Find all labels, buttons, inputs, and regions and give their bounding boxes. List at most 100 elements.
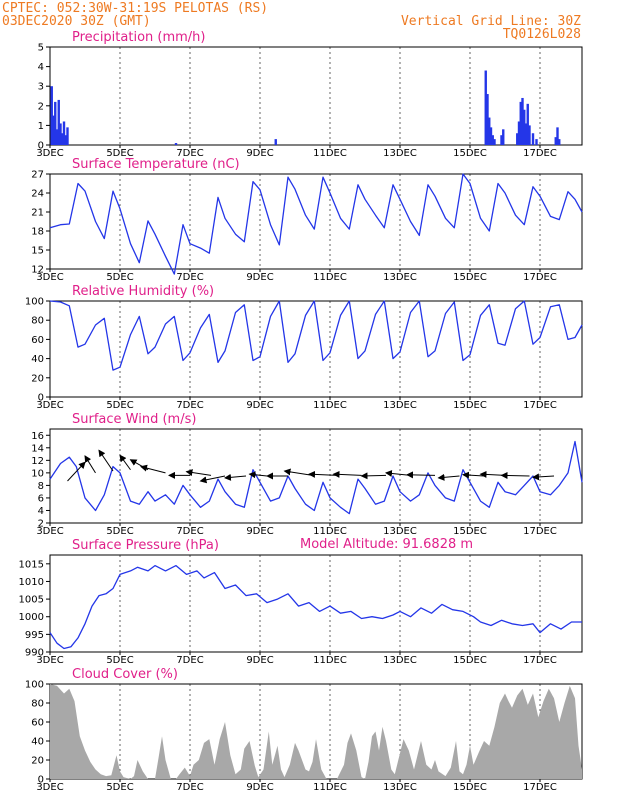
x-tick-label: 3DEC xyxy=(36,148,63,159)
x-tick-label: 7DEC xyxy=(176,272,203,283)
wind-vector xyxy=(98,449,114,472)
y-tick-label: 5 xyxy=(38,43,44,54)
y-tick-label: 10 xyxy=(31,468,44,479)
wind-vector xyxy=(283,468,313,476)
x-tick-label: 17DEC xyxy=(523,526,557,537)
precip-bar xyxy=(528,125,531,145)
y-tick-label: 18 xyxy=(31,227,44,238)
x-tick-label: 15DEC xyxy=(453,526,487,537)
y-tick-label: 1015 xyxy=(19,559,44,570)
x-tick-label: 17DEC xyxy=(523,272,557,283)
x-tick-label: 9DEC xyxy=(246,526,273,537)
wind-vector xyxy=(332,470,362,478)
x-tick-label: 7DEC xyxy=(176,526,203,537)
x-tick-label: 11DEC xyxy=(313,782,347,793)
y-tick-label: 27 xyxy=(31,170,44,181)
precip-bar xyxy=(174,143,178,145)
x-tick-label: 3DEC xyxy=(36,782,63,793)
precip-bar xyxy=(517,121,521,145)
x-tick-label: 11DEC xyxy=(313,148,347,159)
wind-vector xyxy=(385,469,411,477)
model-altitude: Model Altitude: 91.6828 m xyxy=(300,537,473,552)
x-tick-label: 3DEC xyxy=(36,526,63,537)
y-tick-label: 20 xyxy=(31,756,44,767)
precip-bar xyxy=(484,70,487,145)
x-tick-label: 9DEC xyxy=(246,148,273,159)
wind-vector xyxy=(67,461,86,482)
wind-vector xyxy=(479,470,506,478)
y-tick-label: 2 xyxy=(38,519,44,530)
precip-bar xyxy=(535,139,538,145)
y-tick-label: 12 xyxy=(31,265,44,276)
x-tick-label: 7DEC xyxy=(176,400,203,411)
panel-title: Surface Pressure (hPa) xyxy=(72,538,219,553)
y-tick-label: 21 xyxy=(31,208,44,219)
y-tick-label: 14 xyxy=(31,443,44,454)
x-tick-label: 9DEC xyxy=(246,655,273,666)
x-tick-label: 17DEC xyxy=(523,148,557,159)
y-tick-label: 40 xyxy=(31,354,44,365)
precip-bar xyxy=(61,133,64,145)
precip-bar xyxy=(50,86,53,145)
y-tick-label: 80 xyxy=(31,699,44,710)
precip-bar xyxy=(502,129,505,145)
precipitation-panel: 0 1 2 3 4 5 3DEC 5DEC 7DEC 9DEC 11DEC 13DEC 15DEC 17D… xyxy=(36,30,583,159)
y-tick-label: 20 xyxy=(31,373,44,384)
x-tick-label: 3DEC xyxy=(36,272,63,283)
header-location: CPTEC: 052:30W-31:19S PELOTAS (RS) xyxy=(2,1,268,16)
precip-bar xyxy=(500,135,503,145)
x-tick-label: 15DEC xyxy=(453,655,487,666)
precip-bar xyxy=(521,97,524,145)
x-tick-label: 13DEC xyxy=(383,782,417,793)
x-tick-label: 5DEC xyxy=(106,526,133,537)
x-tick-label: 17DEC xyxy=(523,655,557,666)
panel-title: Surface Wind (m/s) xyxy=(72,412,196,427)
x-tick-label: 11DEC xyxy=(313,272,347,283)
x-tick-label: 15DEC xyxy=(453,272,487,283)
y-tick-label: 4 xyxy=(38,62,44,73)
y-tick-label: 16 xyxy=(31,431,44,442)
panel-frame xyxy=(49,428,583,524)
y-tick-label: 8 xyxy=(38,481,44,492)
panel-title: Cloud Cover (%) xyxy=(72,667,178,682)
x-tick-label: 17DEC xyxy=(523,400,557,411)
x-tick-label: 15DEC xyxy=(453,400,487,411)
x-tick-label: 3DEC xyxy=(36,400,63,411)
temperature-panel: 12 15 18 21 24 27 3DEC 5DEC 7DEC 9DEC 11DEC 13DEC 15… xyxy=(31,157,583,283)
x-tick-label: 13DEC xyxy=(383,400,417,411)
precip-bar xyxy=(52,115,55,145)
wind-vector xyxy=(119,454,131,471)
x-tick-label: 9DEC xyxy=(246,400,273,411)
precip-bar xyxy=(488,117,491,145)
x-tick-label: 7DEC xyxy=(176,148,203,159)
wind-vector xyxy=(406,471,436,479)
y-tick-label: 0 xyxy=(38,775,44,786)
y-tick-label: 4 xyxy=(38,506,44,517)
precip-bar xyxy=(531,133,535,145)
y-tick-label: 60 xyxy=(31,718,44,729)
wind-vector xyxy=(360,472,387,480)
precip-bar xyxy=(62,121,66,145)
y-tick-label: 100 xyxy=(25,297,44,308)
precip-bar xyxy=(54,101,57,145)
precip-bar xyxy=(55,129,59,145)
x-tick-label: 13DEC xyxy=(383,148,417,159)
precip-bar xyxy=(274,139,277,145)
pres-line xyxy=(49,564,582,650)
wind-line xyxy=(49,440,583,515)
x-tick-label: 7DEC xyxy=(176,782,203,793)
panel-title: Surface Temperature (nC) xyxy=(72,157,240,172)
header-grid-line: Vertical Grid Line: 30Z xyxy=(401,14,581,29)
temp-line xyxy=(49,173,583,275)
x-tick-label: 15DEC xyxy=(453,782,487,793)
cloud-area xyxy=(50,684,582,779)
precip-bar xyxy=(57,99,60,145)
x-tick-label: 13DEC xyxy=(383,655,417,666)
wind-vector xyxy=(224,473,247,481)
pressure-panel: 990 995 1000 1005 1010 1015 3DEC 5DEC 7DEC 9DEC 11… xyxy=(19,538,583,666)
precip-bar xyxy=(526,103,529,145)
wind-vector xyxy=(500,472,530,480)
y-tick-label: 60 xyxy=(31,335,44,346)
